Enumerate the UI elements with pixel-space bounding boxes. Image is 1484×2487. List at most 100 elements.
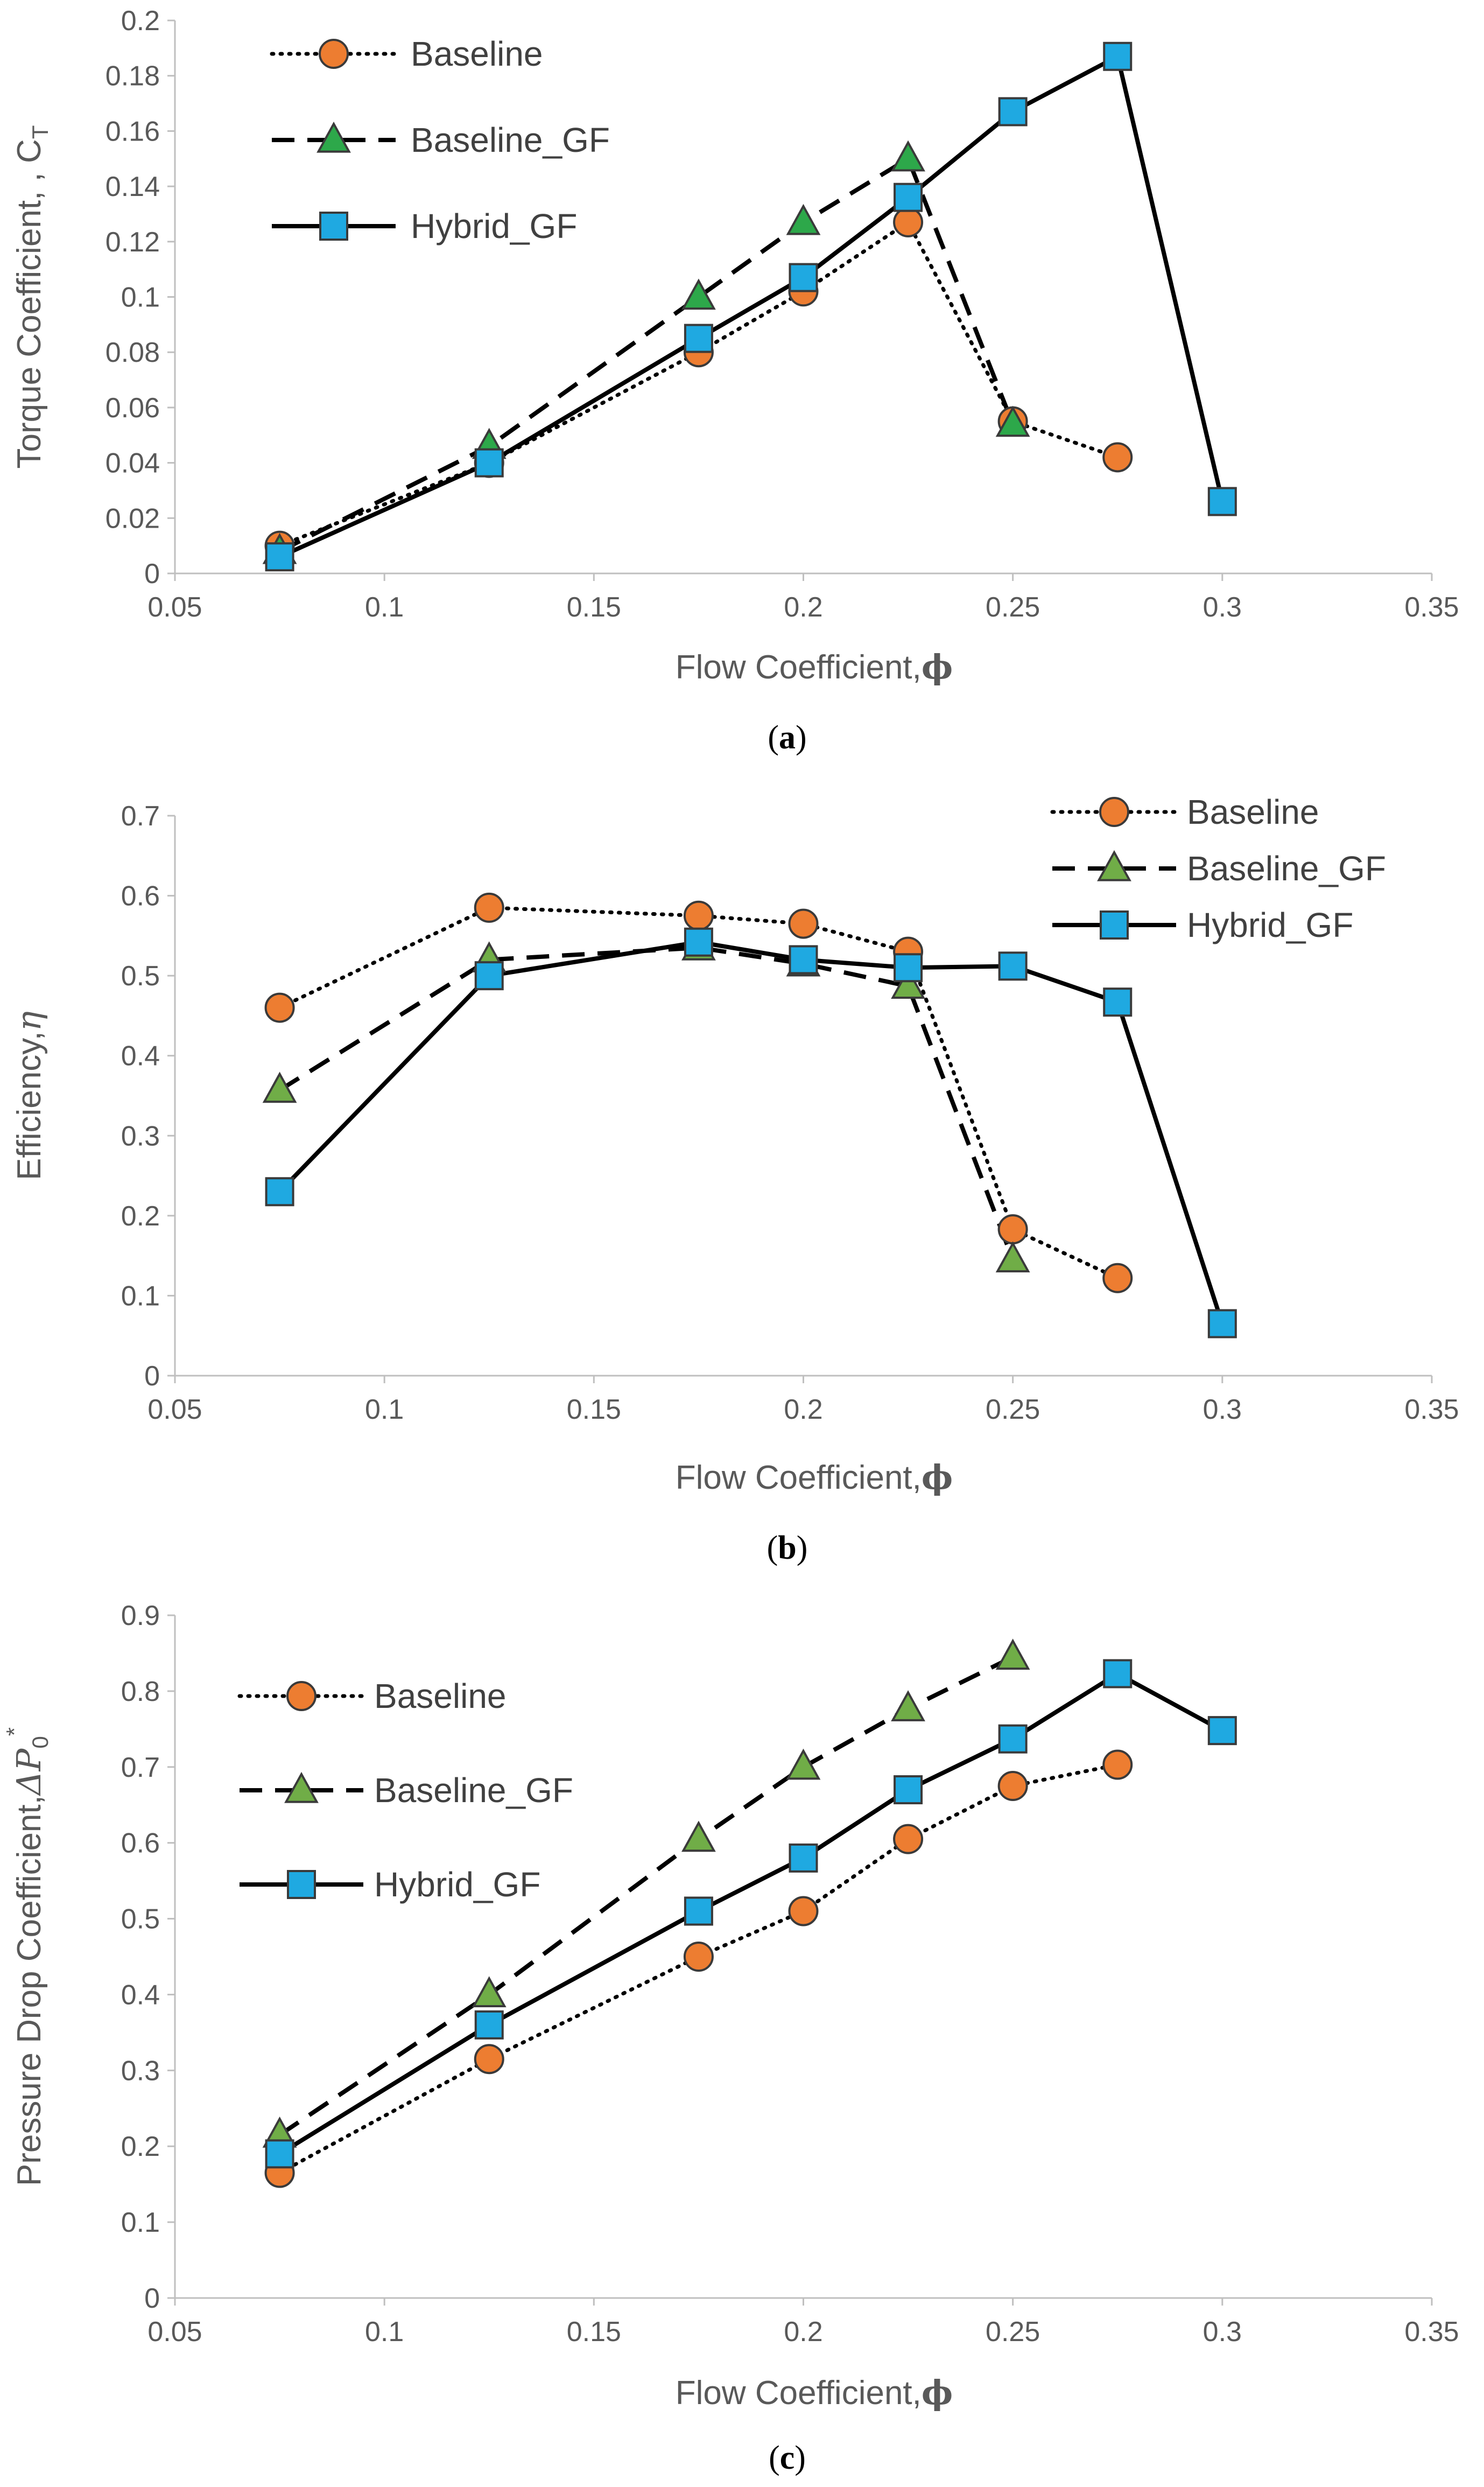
data-point-hybrid-gf <box>474 2010 504 2040</box>
panel-label-close: ) <box>797 1530 808 1566</box>
legend-label: Hybrid_GF <box>1187 906 1353 944</box>
data-point-hybrid-gf <box>789 263 818 292</box>
y-tick-label: 0.02 <box>106 503 160 534</box>
legend-marker <box>287 1870 316 1899</box>
data-point-baseline-gf <box>995 405 1030 437</box>
x-tick-label: 0.1 <box>365 2316 404 2348</box>
x-tick-label: 0.05 <box>147 1394 202 1425</box>
x-axis-label-text: Flow Coefficient, <box>676 1459 922 1496</box>
legend-marker <box>286 1681 317 1711</box>
x-tick-label: 0.35 <box>1404 592 1459 623</box>
panel-label: (b) <box>767 1530 808 1566</box>
y-tick-label: 0.8 <box>121 1676 160 1707</box>
data-point-baseline <box>1102 442 1133 473</box>
x-axis-label: Flow Coefficient,ϕ <box>676 647 953 686</box>
series-line-hybrid-gf <box>278 940 1225 1325</box>
legend: Baseline Baseline_GF Hybrid_GF <box>270 34 610 246</box>
x-tick-label: 0.1 <box>365 592 404 623</box>
panel-label-open: ( <box>768 719 779 756</box>
y-tick-label: 0.1 <box>121 2207 160 2238</box>
data-point-hybrid-gf <box>998 1724 1028 1754</box>
panel-label-open: ( <box>769 2440 780 2476</box>
y-axis-label-text: Efficiency, <box>11 1031 48 1180</box>
data-point-baseline <box>997 1771 1028 1801</box>
series-line-hybrid-gf <box>278 1671 1223 2156</box>
legend-marker <box>1099 797 1129 827</box>
data-point-hybrid-gf <box>789 945 818 975</box>
legend-marker <box>317 121 351 153</box>
legend-label: Baseline_GF <box>411 121 610 159</box>
y-axis-label-symbol: η <box>9 1011 48 1031</box>
panel-label-letter: c <box>780 2440 795 2476</box>
y-tick-label: 0.14 <box>106 171 160 202</box>
y-tick-label: 0.2 <box>121 5 160 37</box>
panel-label: (a) <box>768 719 806 756</box>
data-point-baseline-gf <box>995 1241 1030 1273</box>
data-point-hybrid-gf <box>1103 41 1133 71</box>
y-tick-label: 0 <box>144 2283 160 2314</box>
y-tick-label: 0.6 <box>121 1828 160 1859</box>
data-point-baseline <box>474 2044 504 2075</box>
y-tick-label: 0.04 <box>106 448 160 479</box>
series-line-baseline <box>278 906 1120 1280</box>
y-tick-label: 0.06 <box>106 393 160 424</box>
legend: Baseline Baseline_GF Hybrid_GF <box>237 1677 573 1904</box>
x-tick-label: 0.2 <box>784 1394 822 1425</box>
y-tick-label: 0.6 <box>121 881 160 912</box>
data-point-baseline-gf <box>681 278 716 310</box>
x-axis-label-symbol: ϕ <box>922 647 953 686</box>
chart-panel-1: 0 0.02 0.04 0.06 0.08 0.1 0.12 0.14 0.16 0.18 0.2 0… <box>11 5 1459 756</box>
data-point-hybrid-gf <box>894 183 923 212</box>
data-point-hybrid-gf <box>789 1843 818 1873</box>
x-tick-label: 0.35 <box>1404 2316 1459 2348</box>
x-tick-label: 0.25 <box>986 2316 1040 2348</box>
y-axis-label-subscript: 0 <box>27 1736 53 1748</box>
legend-label: Hybrid_GF <box>411 207 577 246</box>
y-tick-label: 0 <box>144 558 160 590</box>
data-point-hybrid-gf <box>265 1177 294 1207</box>
y-axis-label-superscript: * <box>2 1727 27 1736</box>
series-line-hybrid-gf <box>278 54 1225 559</box>
legend-marker <box>284 1771 319 1803</box>
data-point-baseline-gf <box>891 1690 925 1721</box>
y-axis-label: Torque Coefficient, , CT <box>11 125 53 469</box>
data-point-hybrid-gf <box>998 951 1028 981</box>
y-tick-label: 0.3 <box>121 2055 160 2086</box>
y-tick-label: 0.18 <box>106 61 160 92</box>
data-point-baseline <box>683 900 714 931</box>
x-tick-label: 0.3 <box>1203 1394 1242 1425</box>
data-point-hybrid-gf <box>1103 987 1133 1017</box>
y-tick-label: 0.2 <box>121 2131 160 2162</box>
y-axis-label-symbol: ΔP <box>9 1748 48 1796</box>
x-tick-label: 0.25 <box>986 1394 1040 1425</box>
data-point-baseline-gf <box>891 968 925 999</box>
data-point-baseline-gf <box>262 1071 297 1103</box>
x-tick-label: 0.05 <box>147 2316 202 2348</box>
data-point-baseline <box>1102 1263 1133 1293</box>
data-point-baseline <box>893 207 924 237</box>
data-point-baseline <box>788 908 819 939</box>
y-axis-label: Efficiency,η <box>9 1011 48 1180</box>
y-tick-label: 0.12 <box>106 227 160 258</box>
x-tick-label: 0.2 <box>784 592 822 623</box>
y-axis-label-text: Pressure Drop Coefficient, <box>11 1795 48 2186</box>
panel-label-close: ) <box>794 2440 806 2476</box>
legend-label: Baseline_GF <box>1187 849 1386 888</box>
x-tick-label: 0.15 <box>567 592 621 623</box>
panel-label-letter: a <box>779 719 796 756</box>
legend-marker <box>319 212 348 241</box>
x-tick-label: 0.1 <box>365 1394 404 1425</box>
legend-label: Baseline <box>374 1677 507 1715</box>
series-line-baseline-gf <box>278 1655 1014 2137</box>
panel-label-letter: b <box>778 1530 796 1566</box>
x-axis-label: Flow Coefficient,ϕ <box>676 2373 953 2412</box>
x-tick-label: 0.25 <box>986 592 1040 623</box>
chart-panel-3: 0 0.1 0.2 0.3 0.4 0.5 0.6 0.7 0.8 0.9 0.05 0.1 0.15 0… <box>2 1600 1459 2476</box>
data-point-baseline <box>893 1824 924 1854</box>
data-point-baseline <box>683 1942 714 1972</box>
y-tick-label: 0.7 <box>121 801 160 832</box>
data-point-hybrid-gf <box>998 97 1028 127</box>
data-point-baseline <box>788 1896 819 1926</box>
y-tick-label: 0.08 <box>106 337 160 368</box>
y-tick-label: 0.16 <box>106 116 160 147</box>
